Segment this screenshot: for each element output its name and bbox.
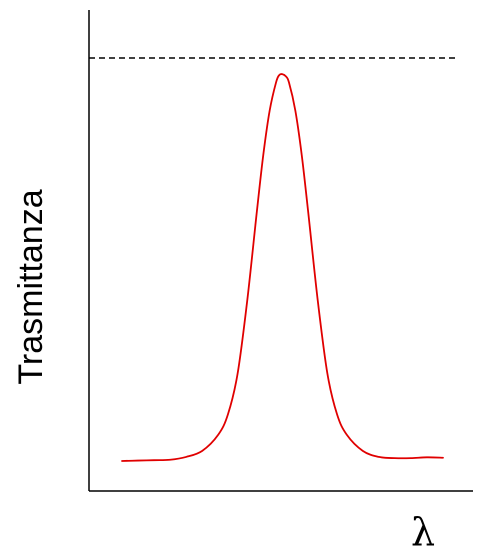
series-line [121,73,444,462]
y-axis-label: Trasmittanza [12,189,50,384]
x-axis-label: λ [411,510,435,551]
